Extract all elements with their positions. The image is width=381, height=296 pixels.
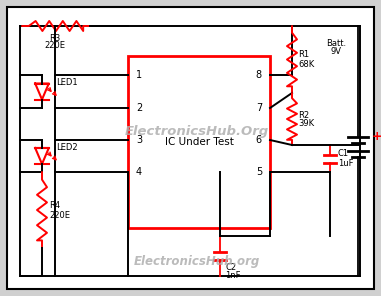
Text: Batt.: Batt. xyxy=(326,39,346,49)
Text: R1: R1 xyxy=(298,50,309,59)
Text: 7: 7 xyxy=(256,103,262,113)
Text: 3: 3 xyxy=(136,135,142,145)
Text: 220E: 220E xyxy=(45,41,66,50)
Text: C1: C1 xyxy=(338,149,349,158)
Text: R4: R4 xyxy=(49,202,60,210)
Text: IC Under Test: IC Under Test xyxy=(165,137,234,147)
Text: 9V: 9V xyxy=(330,47,341,57)
Text: +: + xyxy=(372,131,381,144)
Text: C2: C2 xyxy=(225,263,236,273)
Text: 68K: 68K xyxy=(298,60,314,69)
Text: 220E: 220E xyxy=(49,210,70,220)
Text: ElectronicsHub.Org: ElectronicsHub.Org xyxy=(125,125,269,138)
Text: LED1: LED1 xyxy=(56,78,78,87)
Text: 1uF: 1uF xyxy=(338,159,354,168)
Text: 1nF: 1nF xyxy=(225,271,240,279)
Text: 8: 8 xyxy=(256,70,262,80)
Text: 4: 4 xyxy=(136,167,142,177)
Text: 2: 2 xyxy=(136,103,142,113)
Text: LED2: LED2 xyxy=(56,142,78,152)
Bar xyxy=(128,56,270,228)
Text: 1: 1 xyxy=(136,70,142,80)
Text: 39K: 39K xyxy=(298,120,314,128)
Text: ElectronicsHub.org: ElectronicsHub.org xyxy=(134,255,260,268)
Text: R3: R3 xyxy=(50,34,61,43)
Text: R2: R2 xyxy=(298,110,309,120)
Text: 5: 5 xyxy=(256,167,262,177)
Text: 6: 6 xyxy=(256,135,262,145)
